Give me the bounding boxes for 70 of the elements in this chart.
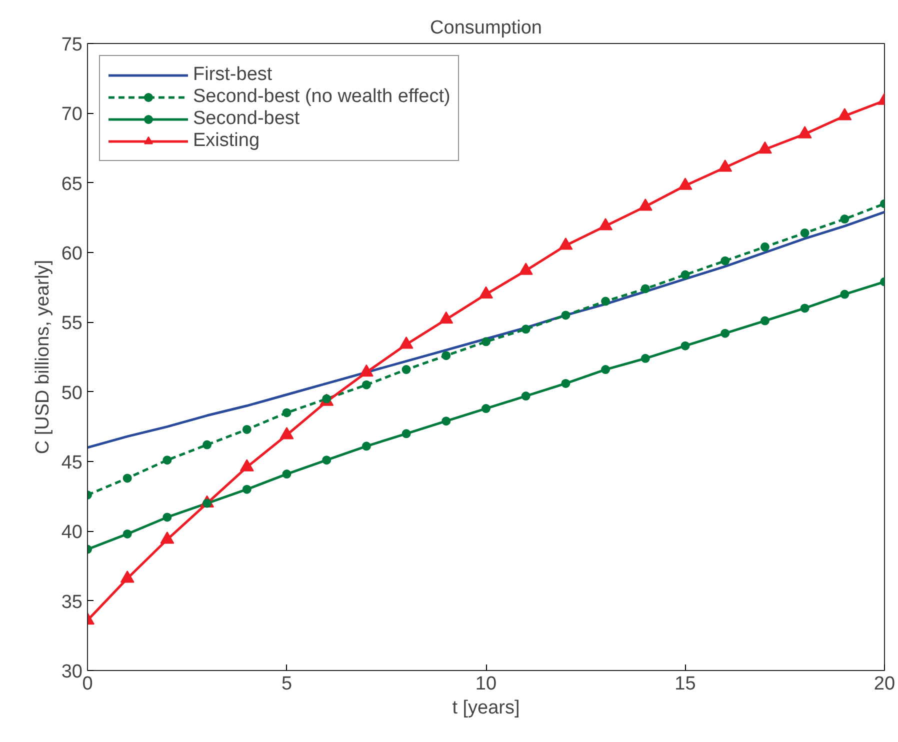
x-axis-title: t [years]	[452, 698, 520, 718]
point	[518, 262, 533, 275]
point	[640, 284, 650, 294]
point	[162, 512, 172, 522]
y-tick-label: 50	[61, 382, 83, 404]
point	[122, 474, 132, 483]
legend-label: Second-best	[193, 108, 300, 130]
point	[202, 440, 212, 450]
point	[521, 324, 530, 334]
x-tick-label: 20	[874, 674, 896, 694]
y-tick-label: 65	[61, 174, 83, 195]
point	[561, 310, 570, 320]
point	[482, 404, 490, 414]
point	[798, 126, 812, 138]
point	[442, 351, 451, 360]
legend-label: Second-best (no wealth effect)	[193, 86, 450, 108]
y-tick-label: 35	[61, 592, 83, 613]
y-tick-label: 70	[61, 104, 83, 126]
point	[800, 228, 810, 238]
point	[640, 354, 650, 363]
point	[282, 470, 292, 479]
point	[638, 198, 652, 211]
y-tick-label: 60	[61, 244, 83, 264]
point	[760, 242, 770, 252]
point	[720, 328, 730, 338]
point	[482, 337, 490, 346]
legend-label: Existing	[193, 130, 260, 152]
line-series	[88, 210, 884, 449]
y-tick-label: 45	[61, 452, 83, 474]
point	[362, 442, 371, 451]
point	[242, 484, 252, 494]
y-tick-label: 40	[61, 522, 83, 544]
point	[521, 392, 530, 401]
point	[598, 218, 613, 230]
point	[479, 286, 493, 299]
point	[718, 160, 732, 172]
point	[800, 304, 810, 313]
point	[601, 365, 610, 374]
point	[840, 214, 850, 224]
x-tick-label: 5	[281, 674, 292, 694]
x-tick-label: 0	[82, 674, 93, 694]
point	[402, 365, 411, 374]
point	[162, 456, 172, 465]
y-tick-label: 55	[61, 313, 83, 334]
point	[680, 270, 690, 280]
point	[838, 108, 852, 120]
point	[122, 529, 132, 538]
legend-label: First-best	[193, 64, 272, 86]
x-tick-label: 15	[674, 674, 696, 694]
point	[242, 424, 252, 434]
point	[282, 408, 292, 418]
point	[758, 141, 772, 154]
chart-title: Consumption	[430, 18, 542, 38]
point	[439, 311, 454, 324]
point	[720, 256, 730, 266]
point	[680, 341, 690, 350]
point	[678, 178, 692, 190]
point	[760, 316, 770, 326]
point	[402, 429, 411, 438]
point	[601, 296, 610, 306]
point	[362, 380, 371, 390]
point	[322, 456, 332, 465]
y-tick-label: 75	[61, 34, 83, 56]
point	[561, 378, 570, 388]
point	[442, 416, 451, 426]
y-tick-label: 30	[61, 662, 83, 682]
point	[558, 238, 573, 250]
y-axis-title: C [USD billions, yearly]	[32, 260, 54, 454]
point	[840, 290, 850, 299]
x-tick-label: 10	[475, 674, 497, 694]
